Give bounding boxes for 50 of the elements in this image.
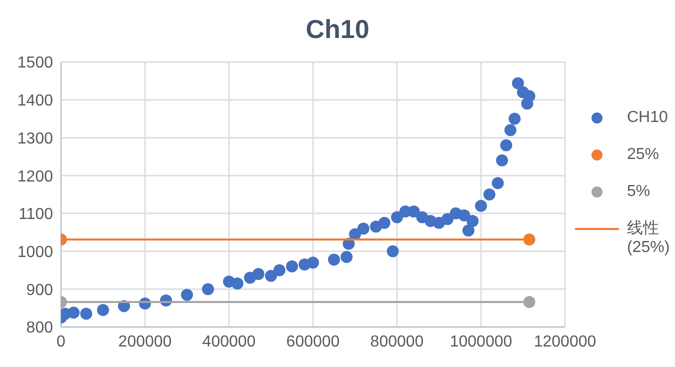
- legend-label: 5%: [627, 182, 652, 201]
- y-tick-label: 1500: [17, 54, 54, 72]
- point: [500, 139, 512, 152]
- point: [273, 264, 286, 276]
- point: [265, 270, 277, 282]
- point: [328, 254, 340, 266]
- y-tick-label: 1100: [18, 206, 54, 224]
- point: [466, 215, 479, 227]
- point: [462, 224, 474, 236]
- y-tick-label: 1300: [17, 130, 54, 148]
- legend-label: CH10: [627, 108, 669, 127]
- point: [252, 268, 264, 280]
- y-tick-label: 1400: [17, 92, 54, 110]
- point: [378, 216, 390, 229]
- legend-label: 线性 (25%): [627, 219, 671, 257]
- point: [231, 277, 244, 290]
- point: [523, 90, 536, 102]
- y-tick-label: 800: [26, 320, 54, 337]
- point: [492, 177, 504, 190]
- point: [80, 308, 92, 320]
- point: [496, 154, 508, 166]
- point: [286, 260, 298, 272]
- point: [475, 200, 487, 212]
- y-tick-label: 1200: [17, 168, 54, 186]
- x-tick-label: 0: [56, 333, 66, 350]
- legend-label: 25%: [627, 145, 660, 164]
- point: [97, 304, 109, 316]
- y-tick-label: 1000: [17, 244, 54, 261]
- point: [504, 124, 516, 136]
- point: [483, 188, 496, 200]
- x-tick-label: 1000000: [450, 333, 512, 350]
- x-tick-label: 400000: [202, 333, 256, 350]
- point: [68, 306, 80, 319]
- y-tick-label: 900: [26, 282, 54, 299]
- point: [181, 288, 193, 301]
- point: [391, 211, 403, 224]
- x-tick-label: 200000: [118, 333, 172, 350]
- point: [441, 213, 454, 226]
- point: [508, 112, 521, 125]
- point: [458, 209, 470, 222]
- point: [307, 256, 319, 269]
- x-tick-label: 600000: [286, 333, 340, 350]
- point: [202, 283, 214, 296]
- point: [386, 245, 399, 258]
- point: [340, 250, 353, 263]
- chart-title: Ch10: [304, 14, 370, 45]
- x-tick-label: 800000: [370, 333, 424, 350]
- point: [512, 77, 524, 90]
- point: [357, 222, 370, 235]
- x-tick-label: 1200000: [534, 333, 596, 350]
